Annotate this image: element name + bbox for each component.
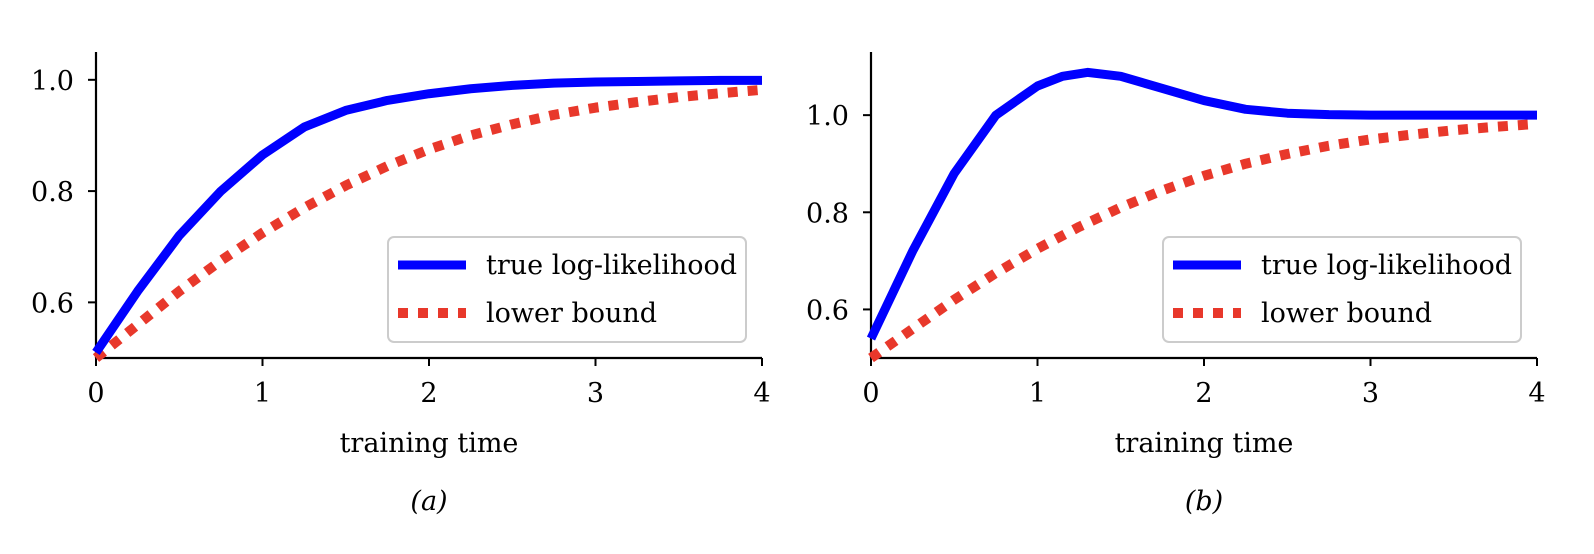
- legend: true log-likelihood lower bound: [1162, 236, 1522, 343]
- x-axis-label: training time: [1115, 428, 1294, 459]
- legend: true log-likelihood lower bound: [387, 236, 747, 343]
- legend-box: [387, 236, 747, 343]
- series-line-true-log-likelihood: [866, 67, 1537, 341]
- x-tick-label: 1: [254, 378, 271, 409]
- x-tick-label: 1: [1029, 378, 1046, 409]
- panel-label: (b): [1185, 486, 1223, 517]
- x-tick-label: 0: [862, 378, 879, 409]
- legend-label: true log-likelihood: [1261, 250, 1512, 281]
- x-tick-label: 4: [1528, 378, 1545, 409]
- series-line-lower-bound: [868, 118, 1538, 363]
- x-axis-label: training time: [340, 428, 519, 459]
- x-tick-label: 2: [1195, 378, 1212, 409]
- x-tick-label: 3: [1362, 378, 1379, 409]
- y-tick-label: 0.8: [806, 198, 849, 229]
- y-tick-label: 1.0: [806, 101, 849, 132]
- x-tick-label: 3: [587, 378, 604, 409]
- legend-label: true log-likelihood: [486, 250, 737, 281]
- legend-label: lower bound: [1261, 298, 1432, 329]
- chart-panel-1: 0 1 2 3 4 0.6 0.8 1.0 training time (b) true log-l…: [806, 52, 1546, 517]
- series-line-lower-bound: [92, 84, 763, 362]
- x-tick-label: 2: [420, 378, 437, 409]
- y-tick-label: 0.8: [31, 177, 74, 208]
- y-tick-label: 1.0: [31, 66, 74, 97]
- legend-box: [1162, 236, 1522, 343]
- x-tick-label: 0: [87, 378, 104, 409]
- y-tick-label: 0.6: [31, 288, 74, 319]
- panel-label: (a): [410, 486, 447, 517]
- legend-label: lower bound: [486, 298, 657, 329]
- y-tick-label: 0.6: [806, 295, 849, 326]
- chart-panel-0: 0 1 2 3 4 0.6 0.8 1.0 training time (a) true log-l…: [31, 52, 771, 517]
- series-line-true-log-likelihood: [92, 75, 762, 355]
- x-tick-label: 4: [753, 378, 770, 409]
